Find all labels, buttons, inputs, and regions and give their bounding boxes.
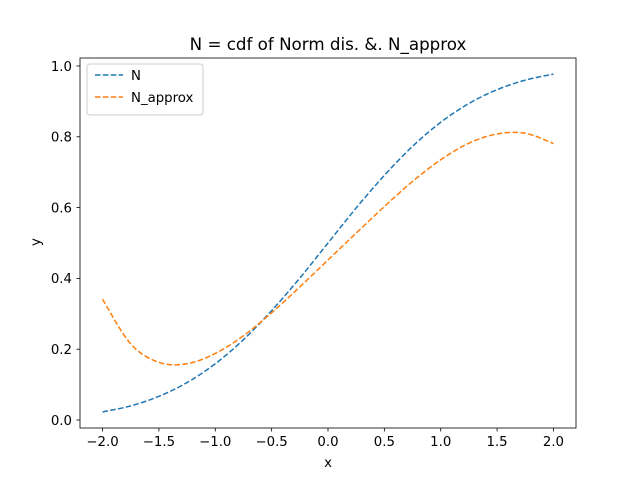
series-line-n [102,73,554,413]
legend-box [86,63,204,116]
x-tick-label: 0.5 [374,435,395,450]
x-tick-label: −1.5 [143,435,175,450]
legend-label: N_approx [131,91,194,106]
y-tick-label: 0.0 [51,414,72,429]
series-line-n-approx [101,131,554,366]
x-tick-label: 1.0 [430,435,451,450]
chart-title: N = cdf of Norm dis. &. N_approx [190,34,467,55]
y-tick-label: 0.4 [51,272,72,287]
x-tick-label: 0.0 [317,435,338,450]
y-tick-label: 1.0 [51,60,72,75]
legend: N N_approx [86,63,204,116]
y-axis-label: y [29,238,44,246]
axes: −2.0 −1.5 −1.0 −0.5 0.0 0.5 1.0 1.5 2.0 0.0 0.2 0.4… [51,57,577,450]
x-tick-label: −1.0 [199,435,231,450]
x-tick-label: −0.5 [255,435,287,450]
x-tick-label: 1.5 [487,435,508,450]
x-axis-label: x [324,456,332,471]
y-tick-label: 0.8 [51,131,72,146]
x-tick-label: −2.0 [86,435,118,450]
plot-area [101,73,554,413]
y-tick-label: 0.2 [51,343,72,358]
legend-label: N [131,69,141,84]
y-tick-label: 0.6 [51,201,72,216]
x-tick-label: 2.0 [543,435,564,450]
